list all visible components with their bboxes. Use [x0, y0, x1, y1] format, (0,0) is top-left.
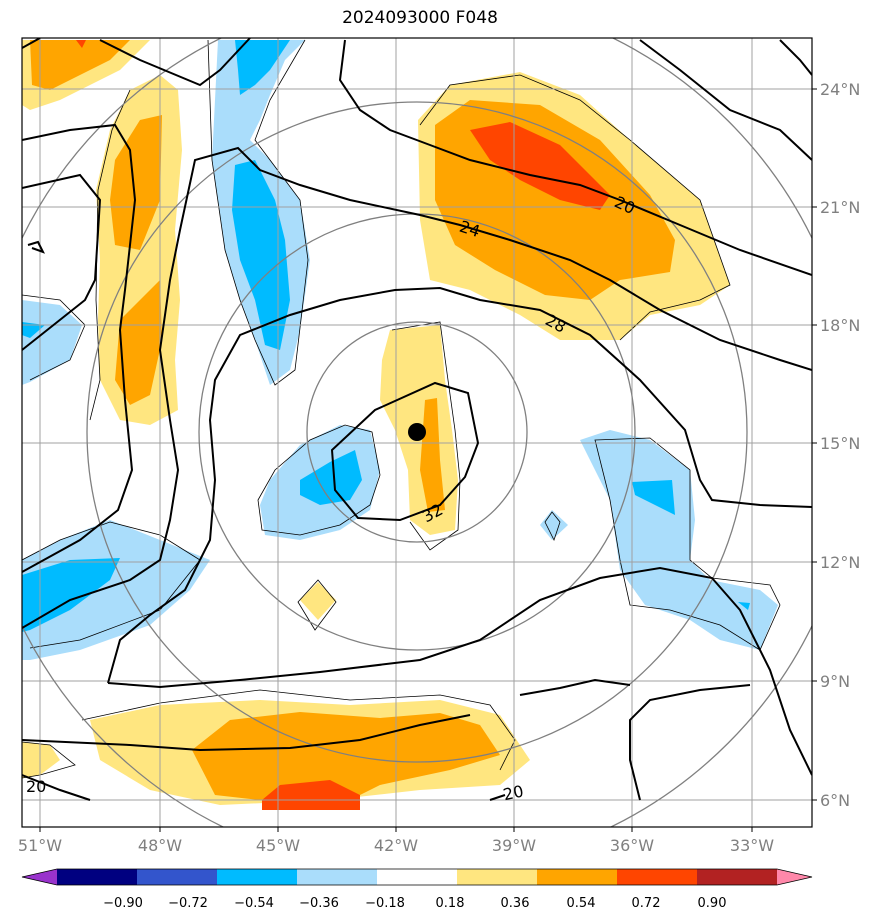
shade-blue-east-tiny — [738, 602, 750, 610]
lon-label: 45°W — [256, 836, 300, 855]
colorbar-label: 0.90 — [698, 896, 727, 911]
lon-label: 33°W — [730, 836, 774, 855]
lon-label: 36°W — [610, 836, 654, 855]
thin-contour-layer — [22, 39, 781, 779]
shade-red-south-core — [262, 780, 360, 810]
gridlines — [22, 38, 812, 827]
shade-orange-center-stem — [420, 398, 445, 512]
thin-contour-line — [22, 741, 76, 779]
thin-contour-line — [22, 521, 201, 649]
colorbar-cell — [457, 869, 538, 885]
lon-label: 51°W — [18, 836, 62, 855]
colorbar-cell — [537, 869, 618, 885]
isoline — [779, 39, 812, 76]
storm-center-marker — [408, 423, 426, 441]
isoline — [22, 173, 102, 351]
shade-blue-center-west — [300, 450, 362, 505]
lat-label: 24°N — [820, 80, 860, 99]
isoline — [639, 39, 812, 161]
thin-contour-line — [257, 424, 381, 536]
colorbar-cell — [217, 869, 298, 885]
thin-contour-line — [594, 437, 781, 651]
map-frame — [21, 37, 813, 828]
colorbar: −0.90 −0.72 −0.54 −0.36 −0.18 0.18 0.36 … — [21, 868, 813, 911]
colorbar-label: 0.72 — [632, 896, 661, 911]
lat-label: 6°N — [820, 791, 850, 810]
longitude-labels: 51°W 48°W 45°W 42°W 39°W 36°W 33°W — [18, 836, 774, 855]
shade-red-top-left — [76, 40, 86, 48]
shade-blue-upper-top — [235, 40, 290, 95]
thin-contour-line — [297, 579, 337, 631]
lat-label: 18°N — [820, 316, 860, 335]
colorbar-frame — [21, 868, 813, 886]
colorbar-cell — [377, 869, 458, 885]
lon-label: 48°W — [138, 836, 182, 855]
lon-label: 42°W — [374, 836, 418, 855]
contour-label: 20 — [26, 777, 46, 796]
shade-blue-west-edge — [22, 322, 45, 338]
colorbar-label: −0.90 — [103, 896, 143, 911]
isoline — [22, 714, 471, 752]
shading-layer — [22, 40, 778, 810]
isoline — [330, 381, 480, 522]
thin-contour-line — [207, 39, 309, 386]
contour-label: 20 — [501, 781, 525, 804]
shade-lightblue-sw — [22, 520, 210, 660]
shade-orange-left-lower — [115, 280, 162, 405]
colorbar-extend-max — [777, 869, 812, 885]
shade-orange-south-band — [192, 712, 500, 800]
lat-label: 9°N — [820, 672, 850, 691]
shade-yellow-sw-corner — [22, 742, 60, 778]
shade-blue-east — [632, 480, 675, 515]
colorbar-cell — [297, 869, 378, 885]
colorbar-label: −0.54 — [234, 896, 274, 911]
colorbar-cell — [697, 869, 778, 885]
shade-red-ne-core — [470, 122, 610, 210]
map-title: 2024093000 F048 — [342, 8, 498, 28]
isoline — [22, 38, 41, 49]
colorbar-label: 0.54 — [567, 896, 596, 911]
shade-orange-left-upper — [110, 115, 162, 250]
isoline — [489, 794, 506, 801]
lat-label: 15°N — [820, 434, 860, 453]
lat-label: 12°N — [820, 553, 860, 572]
colorbar-label: 0.18 — [436, 896, 465, 911]
isoline — [27, 240, 46, 254]
colorbar-cell — [137, 869, 218, 885]
map-panel: 20 24 28 32 20 20 — [22, 38, 812, 827]
shade-lightblue-west-edge — [22, 300, 82, 385]
shade-lightblue-small — [540, 510, 568, 540]
colorbar-cells — [22, 869, 812, 885]
isoline — [338, 39, 812, 276]
colorbar-label: −0.36 — [299, 896, 339, 911]
lat-label: 21°N — [820, 198, 860, 217]
thin-contour-line — [544, 511, 561, 542]
colorbar-cell — [617, 869, 698, 885]
colorbar-label: −0.18 — [365, 896, 405, 911]
thin-contour-line — [391, 321, 461, 551]
colorbar-extend-min — [22, 869, 57, 885]
shade-lightblue-east — [580, 430, 778, 650]
isoline — [22, 123, 137, 573]
colorbar-label: 0.36 — [501, 896, 530, 911]
colorbar-label: −0.72 — [168, 896, 208, 911]
isoline — [519, 678, 631, 696]
isoline — [22, 774, 91, 801]
isoline — [107, 286, 812, 684]
thick-isolines — [22, 38, 812, 801]
isoline — [99, 38, 251, 87]
isoline — [107, 566, 812, 776]
isoline — [22, 146, 812, 629]
isoline — [629, 684, 751, 801]
colorbar-cell — [57, 869, 138, 885]
thin-contour-line — [81, 689, 516, 771]
lon-label: 39°W — [492, 836, 536, 855]
latitude-labels: 24°N 21°N 18°N 15°N 12°N 9°N 6°N — [820, 80, 860, 810]
axis-ticks — [39, 88, 817, 832]
thin-contour-line — [419, 74, 731, 341]
colorbar-labels: −0.90 −0.72 −0.54 −0.36 −0.18 0.18 0.36 … — [103, 896, 726, 911]
shade-orange-top-left — [30, 40, 130, 90]
